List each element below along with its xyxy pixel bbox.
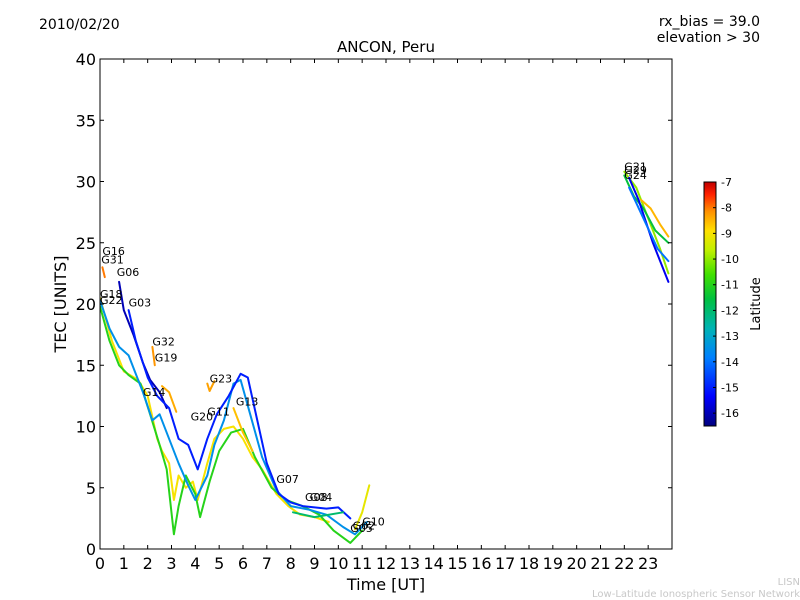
- colorbar-tick-label: -7: [721, 176, 732, 189]
- series-line-8: [206, 380, 216, 392]
- satellite-label-g02: G02: [353, 519, 376, 532]
- y-tick-label: 40: [76, 50, 96, 69]
- satellite-label-g06: G06: [117, 266, 140, 279]
- series-line-5: [127, 309, 352, 520]
- series-line-1: [100, 296, 330, 523]
- colorbar-ticks: -7 -8 -9 -10 -11 -12 -13 -14 -15 -16: [713, 176, 739, 420]
- x-tick-label: 12: [376, 554, 396, 573]
- series-line-17: [640, 198, 670, 238]
- x-axis-label: Time [UT]: [346, 575, 425, 594]
- colorbar-tick-label: -9: [721, 227, 732, 240]
- satellite-label-g23: G23: [210, 372, 233, 385]
- series-line-3: [100, 299, 368, 536]
- colorbar-tick-label: -15: [721, 381, 739, 394]
- bias-info: rx_bias = 39.0 elevation > 30: [657, 14, 760, 46]
- satellite-label-g10: G10: [362, 516, 385, 529]
- x-tick-label: 8: [286, 554, 296, 573]
- colorbar-tick-label: -8: [721, 202, 732, 215]
- satellite-label-g18: G18: [100, 288, 123, 301]
- x-tick-label: 6: [238, 554, 248, 573]
- satellite-label-g32: G32: [152, 336, 175, 349]
- y-tick-label: 10: [76, 418, 96, 437]
- colorbar-tick-label: -16: [721, 407, 739, 420]
- x-tick-label: 11: [352, 554, 372, 573]
- series-line-6: [101, 266, 106, 279]
- colorbar-tick-label: -14: [721, 356, 739, 369]
- colorbar-tick-label: -13: [721, 330, 739, 343]
- chart-title: ANCON, Peru: [337, 38, 435, 56]
- x-tick-label: 14: [423, 554, 443, 573]
- satellite-label-g22: G22: [100, 294, 123, 307]
- x-tick-label: 19: [543, 554, 563, 573]
- colorbar-tick-label: -10: [721, 253, 739, 266]
- x-axis: 0 1 2 3 4 5 6 7 8 9 10 11 12 13 14 15 16 17 18 19 20 21 22 23: [95, 59, 658, 573]
- satellite-label-g13: G13: [236, 396, 259, 409]
- rx-bias-label: rx_bias = 39.0: [658, 14, 760, 30]
- x-tick-label: 1: [119, 554, 129, 573]
- satellite-label-g29: G29: [624, 164, 647, 177]
- y-tick-label: 30: [76, 173, 96, 192]
- series-line-12: [292, 511, 345, 519]
- x-tick-label: 7: [262, 554, 272, 573]
- x-tick-label: 2: [143, 554, 153, 573]
- y-tick-label: 25: [76, 234, 96, 253]
- y-tick-label: 20: [76, 295, 96, 314]
- satellite-label-g19: G19: [155, 352, 178, 365]
- satellite-label-g24: G24: [624, 169, 647, 182]
- series-line-7: [151, 345, 156, 367]
- satellite-label-g07: G07: [276, 473, 299, 486]
- x-tick-label: 20: [566, 554, 586, 573]
- satellite-label-g31: G31: [101, 254, 124, 267]
- network-name: Low-Latitude Ionospheric Sensor Network: [592, 589, 800, 600]
- y-axis-label: TEC [UNITS]: [51, 256, 70, 354]
- y-tick-label: 15: [76, 356, 96, 375]
- plot-area: [100, 59, 672, 549]
- x-tick-label: 16: [471, 554, 491, 573]
- colorbar-tick-label: -12: [721, 304, 739, 317]
- colorbar-tick-label: -11: [721, 279, 739, 292]
- x-tick-label: 0: [95, 554, 105, 573]
- satellite-label-g04: G04: [310, 491, 333, 504]
- satellite-label-g03: G03: [129, 296, 152, 309]
- colorbar-label: Latitude: [749, 277, 764, 331]
- x-tick-label: 9: [309, 554, 319, 573]
- colorbar: [703, 181, 717, 427]
- x-tick-label: 18: [519, 554, 539, 573]
- x-tick-label: 22: [614, 554, 634, 573]
- satellite-label-g11: G11: [207, 406, 230, 419]
- satellite-label-g08: G08: [305, 491, 328, 504]
- satellite-label-g21: G21: [624, 161, 647, 174]
- x-tick-label: 15: [447, 554, 467, 573]
- network-logo-text: LISN: [777, 577, 800, 588]
- satellite-label-g20: G20: [191, 410, 214, 423]
- satellite-label-g05: G05: [350, 522, 373, 535]
- x-tick-label: 4: [190, 554, 200, 573]
- series-layer: [100, 170, 670, 544]
- y-tick-label: 0: [86, 540, 96, 559]
- satellite-label-g16: G16: [102, 245, 125, 258]
- series-line-10: [232, 407, 254, 452]
- x-tick-label: 21: [590, 554, 610, 573]
- x-tick-label: 3: [166, 554, 176, 573]
- series-line-16: [628, 186, 670, 263]
- elevation-label: elevation > 30: [656, 30, 760, 46]
- x-tick-label: 13: [400, 554, 420, 573]
- series-line-11: [354, 484, 371, 531]
- y-axis: 0 5 10 15 20 25 30 35 40: [76, 50, 672, 559]
- y-tick-label: 35: [76, 111, 96, 130]
- y-tick-label: 5: [86, 479, 96, 498]
- x-tick-label: 23: [638, 554, 658, 573]
- date-label: 2010/02/20: [39, 17, 120, 33]
- series-line-9: [161, 385, 178, 413]
- satellite-label-g14: G14: [143, 386, 166, 399]
- x-tick-label: 5: [214, 554, 224, 573]
- x-tick-label: 17: [495, 554, 515, 573]
- x-tick-label: 10: [328, 554, 348, 573]
